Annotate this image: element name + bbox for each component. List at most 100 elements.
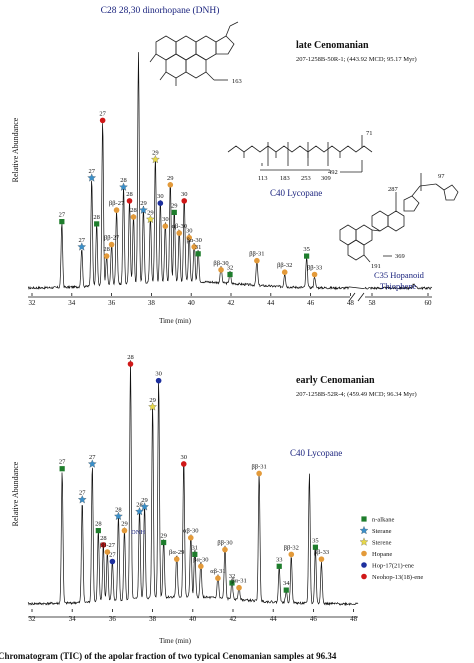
late-tick-label: 60: [425, 299, 433, 307]
late-peak-label: 28: [120, 177, 127, 184]
early-peak-label: ββ-30: [217, 540, 232, 547]
early-peak-marker: [173, 556, 180, 562]
early-peak-marker: [187, 534, 194, 541]
early-peak-marker: [283, 587, 289, 593]
early-peak-marker: [148, 402, 157, 411]
legend-marker-hopane: [361, 550, 367, 557]
early-peak-label: αβ-30: [183, 528, 198, 535]
late-peak-label: 29: [152, 150, 159, 157]
early-peak-marker: [135, 507, 144, 516]
thiophene-label-line-1: C35 Hopanoid: [374, 270, 425, 280]
late-peak-marker: [146, 214, 155, 224]
early-peak-marker: [236, 584, 242, 591]
late-peak-marker: [227, 271, 233, 278]
dnh-mass-163: 163: [232, 78, 242, 85]
late-peak-marker: [87, 173, 97, 182]
early-ylabel: Relative Abundance: [11, 461, 20, 526]
early-peak-marker: [161, 539, 167, 546]
legend-label-sterane: Sterane: [372, 528, 392, 535]
late-peak-marker: [281, 269, 288, 276]
late-peak-label: 27: [88, 168, 95, 175]
late-peak-label: 28: [130, 207, 137, 214]
late-peak-marker: [171, 209, 177, 215]
legend-label-n_alkane: n-alkane: [372, 517, 394, 524]
late-peak-marker: [304, 253, 310, 259]
late-dnh-label: C28 28,30 dinorhopane (DNH): [101, 5, 220, 16]
late-axis-break-2: [357, 292, 365, 302]
legend: n-alkane Sterane Sterene Hopane Hop-17(21)-e…: [359, 516, 423, 581]
legend-label-hopane: Hopane: [372, 551, 392, 558]
legend-label-hop_17_21_ene: Hop-17(21)-ene: [372, 563, 414, 570]
lycopane-mass-492: 492: [328, 169, 338, 176]
late-tick-label: 34: [68, 299, 76, 307]
late-peak-label: 28: [126, 191, 133, 198]
late-x-ticks: 32 34 36 38 40 42 44 46 48 58 60: [29, 293, 433, 307]
early-peak-marker: [127, 361, 134, 367]
late-peak-marker: [59, 219, 65, 225]
late-peak-marker: [254, 257, 260, 264]
late-peak-label: 29: [147, 209, 154, 216]
late-tick-label: 48: [347, 299, 355, 307]
early-dnh-label: DNH: [131, 529, 145, 536]
early-peak-marker: [318, 556, 325, 562]
early-tick-label: 32: [29, 615, 37, 623]
late-peak-marker: [130, 214, 137, 220]
early-plot-area: 2727272828ββ-27272829282829293029βα-2930…: [27, 354, 359, 607]
late-tick-label: 46: [307, 299, 315, 307]
early-peak-marker: [104, 549, 111, 555]
early-peak-label: 31: [192, 544, 199, 551]
late-peak-marker: [311, 271, 318, 278]
late-peak-label: ββ-27: [104, 235, 120, 242]
early-tick-label: 34: [69, 615, 77, 623]
legend-marker-hop_17_21_ene: [361, 562, 367, 568]
thiophene-mass-287: 287: [388, 186, 399, 193]
early-peak-label: 29: [141, 497, 148, 504]
lycopane-structure: [227, 135, 373, 173]
early-peak-label: βα-29: [169, 549, 184, 556]
late-peak-label: 30: [157, 193, 164, 200]
early-peak-label: 29: [160, 533, 167, 540]
late-peak-marker: [119, 182, 128, 191]
late-panel-title: late Cenomanian: [296, 40, 369, 51]
early-peak-label: 28: [100, 535, 107, 542]
late-peak-marker: [186, 234, 193, 241]
late-plot-area: 272727282728ββ-27ββ-27282828292929303029…: [28, 52, 433, 291]
early-peak-label: 34: [283, 580, 290, 587]
early-tick-label: 40: [189, 615, 197, 623]
early-peak-marker: [288, 551, 295, 558]
lycopane-mass-183: 183: [280, 175, 290, 182]
late-peak-marker: [157, 200, 164, 206]
late-peak-marker: [99, 117, 106, 124]
late-peak-label: 30: [181, 191, 188, 198]
late-peak-marker: [167, 182, 174, 188]
early-peak-label: βα-31: [231, 578, 246, 585]
late-peak-marker: [176, 230, 183, 236]
late-peak-label: 30: [162, 216, 169, 223]
late-xlabel: Time (min): [159, 317, 191, 325]
lycopane-mass-253: 253: [301, 175, 311, 182]
early-peak-marker: [87, 459, 97, 468]
early-peak-label: ββ-32: [284, 544, 299, 551]
thiophene-label-line-2: Thiophene: [380, 281, 417, 291]
late-peak-label: 29: [140, 200, 147, 207]
early-peak-label: 29: [121, 521, 128, 528]
early-tick-label: 48: [350, 615, 358, 623]
early-peak-marker: [198, 563, 204, 570]
early-tick-label: 36: [109, 615, 117, 623]
early-peak-marker: [276, 563, 282, 569]
lycopane-mass-309: 309: [321, 175, 331, 182]
early-peak-marker: [222, 546, 228, 553]
late-tick-label: 44: [267, 299, 275, 307]
early-peak-marker: [77, 495, 87, 504]
early-peak-marker: [59, 466, 65, 472]
early-peak-label: 27: [109, 552, 116, 559]
late-peak-label: 32: [227, 265, 234, 272]
late-peak-label: ββ-27: [109, 200, 125, 207]
late-cenomanian-panel: Relative Abundance 272727282728ββ-27ββ-2…: [11, 5, 459, 325]
late-tick-label: 36: [108, 299, 116, 307]
late-peak-marker: [191, 244, 197, 250]
early-peak-marker: [229, 580, 235, 586]
early-peak-label: 33: [276, 556, 283, 563]
early-peak-label: 27: [89, 454, 96, 461]
late-peak-label: ββ-33: [307, 265, 322, 272]
